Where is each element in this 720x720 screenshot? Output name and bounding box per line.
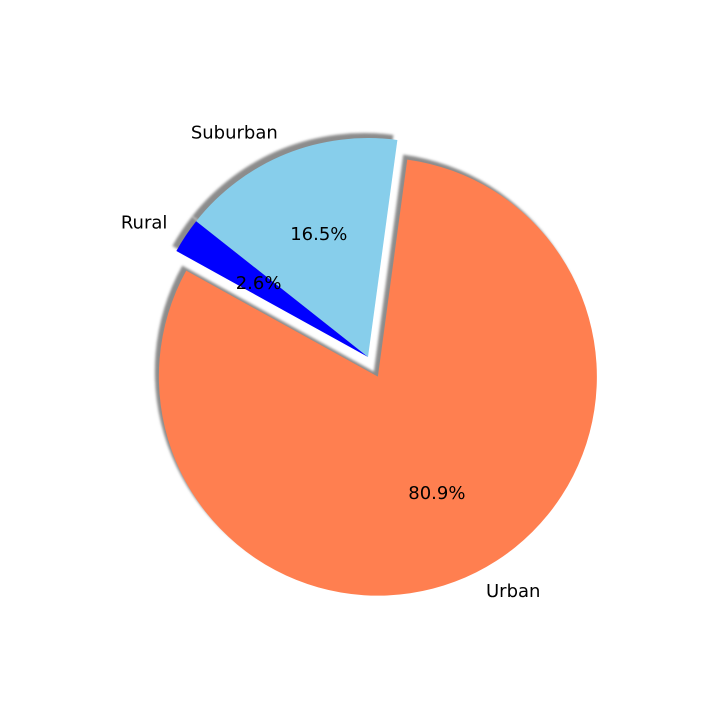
pie-slice-urban: [158, 159, 597, 596]
slice-label-suburban: Suburban: [191, 123, 278, 144]
percent-label-suburban: 16.5%: [290, 224, 347, 245]
percent-label-rural: 2.6%: [236, 273, 282, 294]
pie-labels: Urban 80.9% Suburban 16.5% Rural 2.6%: [121, 123, 541, 602]
pie-slice-rural: [176, 221, 368, 357]
percent-label-urban: 80.9%: [408, 483, 465, 504]
slice-label-rural: Rural: [121, 213, 168, 234]
pie-slices: [158, 137, 597, 596]
slice-label-urban: Urban: [486, 581, 540, 602]
pie-slice-suburban: [196, 137, 398, 357]
